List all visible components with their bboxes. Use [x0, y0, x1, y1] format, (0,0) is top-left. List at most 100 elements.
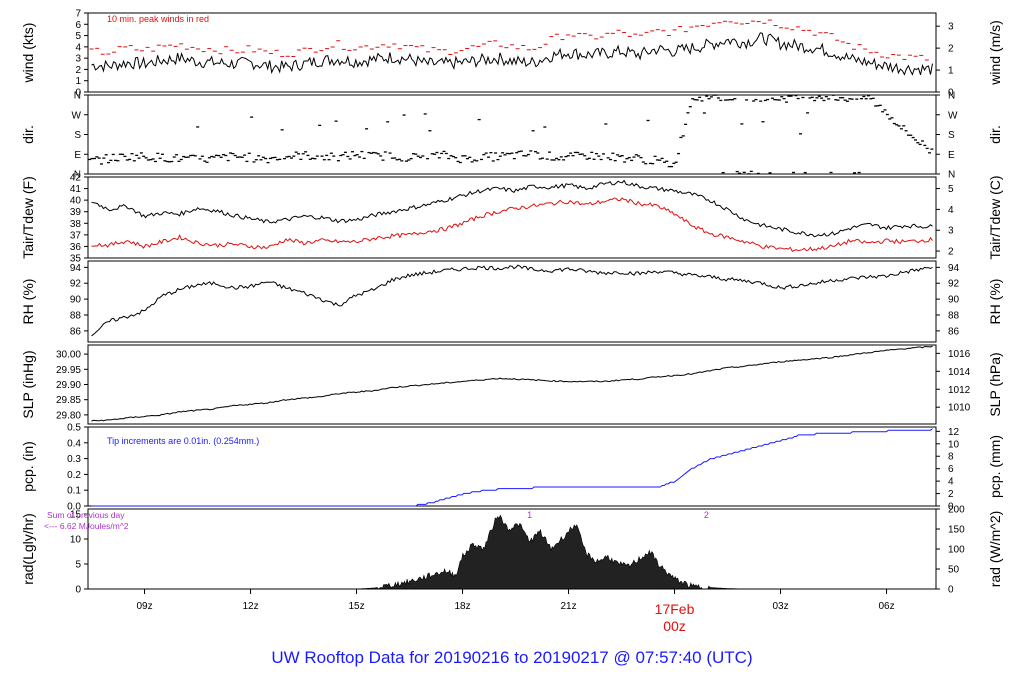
y-axis-title: wind (kts) — [20, 23, 36, 84]
y2-tick-label: 86 — [948, 326, 960, 337]
y-tick-label: 90 — [70, 295, 82, 306]
y-tick-label: 35 — [70, 254, 82, 265]
y2-tick-label: 94 — [948, 263, 960, 274]
y2-tick-label: 92 — [948, 279, 960, 290]
y2-axis-title: rad (W/m^2) — [987, 511, 1003, 588]
x-tick-label: 06z — [878, 601, 894, 612]
y2-tick-label: 2 — [948, 247, 954, 258]
panel-pcp: 0.0 0.1 0.2 0.3 0.4 0.5 0 24 68 1012 pcp. (in) pcp.… — [20, 423, 1003, 513]
y2-tick-label: 0 — [948, 88, 954, 99]
y2-axis-title: SLP (hPa) — [987, 352, 1003, 416]
y2-tick-label: 12 — [948, 427, 960, 438]
y2-axis-title: Tair/Tdew (C) — [987, 175, 1003, 259]
y2-tick-label: 50 — [948, 565, 960, 576]
x-tick-label: 12z — [242, 601, 258, 612]
series-line-pcp — [91, 428, 933, 507]
y2-tick-label: 1010 — [948, 403, 971, 414]
date-marker-day: 17Feb — [655, 601, 695, 617]
rad-annotation-value: <--- 6.62 MJoules/m^2 — [44, 521, 129, 531]
y-tick-label: 0.0 — [67, 502, 81, 513]
panel-frame — [87, 176, 937, 259]
y-tick-label: N — [74, 170, 81, 181]
y2-tick-label: N — [948, 91, 955, 102]
series-line-wind — [91, 32, 933, 76]
y-tick-label: 86 — [70, 326, 82, 337]
y2-tick-label: 1016 — [948, 349, 971, 360]
y-tick-label: 40 — [70, 196, 82, 207]
y-tick-label: 29.85 — [56, 395, 81, 406]
y2-tick-label: 3 — [948, 226, 954, 237]
y-tick-label: 0.5 — [67, 423, 81, 434]
y2-tick-label: 4 — [948, 205, 954, 216]
wind-annotation: 10 min. peak winds in red — [107, 14, 209, 24]
y-tick-label: 30.00 — [56, 350, 81, 361]
y2-tick-label: 90 — [948, 295, 960, 306]
y-tick-label: 5 — [75, 560, 81, 571]
y2-tick-label: 1012 — [948, 385, 971, 396]
y-tick-label: 42 — [70, 173, 82, 184]
y-tick-label: W — [72, 110, 82, 121]
series-line-temperature — [91, 179, 933, 238]
panel-frame — [87, 344, 937, 425]
y-tick-label: 3 — [75, 54, 81, 65]
day-marker-2: 2 — [704, 510, 709, 520]
y2-tick-label: 0 — [948, 585, 954, 596]
y2-tick-label: 10 — [948, 439, 960, 450]
y-axis-title: dir. — [20, 125, 36, 144]
y-tick-label: 92 — [70, 279, 82, 290]
y-tick-label: 0.1 — [67, 486, 81, 497]
y-tick-label: E — [74, 150, 81, 161]
y-tick-label: 0.2 — [67, 470, 81, 481]
y-tick-label: 37 — [70, 230, 82, 241]
footer-title: UW Rooftop Data for 20190216 to 20190217… — [271, 648, 753, 667]
y-axis-title: pcp. (in) — [20, 441, 36, 492]
y-axis-title: Tair/Tdew (F) — [20, 176, 36, 258]
pcp-annotation: Tip increments are 0.01in. (0.254mm.) — [107, 436, 259, 446]
y-tick-label: 15 — [70, 510, 82, 521]
y-axis-title: SLP (inHg) — [20, 350, 36, 418]
y2-tick-label: 0 — [948, 502, 954, 513]
y-tick-label: 36 — [70, 242, 82, 253]
y2-tick-label: N — [948, 170, 955, 181]
y-tick-label: 94 — [70, 263, 82, 274]
y2-tick-label: 6 — [948, 464, 954, 475]
x-tick-label: 09z — [136, 601, 152, 612]
y2-tick-label: E — [948, 150, 955, 161]
y2-tick-label: 100 — [948, 545, 965, 556]
y2-tick-label: 3 — [948, 22, 954, 33]
y-tick-label: 41 — [70, 184, 82, 195]
y-tick-label: 0 — [75, 88, 81, 99]
y-tick-label: 4 — [75, 42, 81, 53]
panel-frame — [87, 260, 937, 343]
y2-tick-label: W — [948, 110, 958, 121]
y-tick-label: 29.90 — [56, 380, 81, 391]
y-tick-label: 10 — [70, 535, 82, 546]
y-axis-title: rad(Lgly/hr) — [20, 513, 36, 585]
series-line-slp — [91, 345, 933, 422]
panel-frame — [87, 94, 937, 175]
y2-tick-label: 200 — [948, 505, 965, 516]
x-tick-label: 03z — [772, 601, 788, 612]
y2-tick-label: 8 — [948, 452, 954, 463]
x-tick-label: 18z — [454, 601, 470, 612]
y-tick-label: 88 — [70, 311, 82, 322]
y-tick-label: S — [74, 130, 81, 141]
y-tick-label: 29.95 — [56, 365, 81, 376]
panel-rh: 86 88 90 92 94 86 88 90 92 94 RH (%) RH (%) — [20, 260, 1003, 343]
y2-axis-title: dir. — [987, 125, 1003, 144]
y-tick-label: 5 — [75, 31, 81, 42]
y-tick-label: 39 — [70, 207, 82, 218]
y2-tick-label: 5 — [948, 184, 954, 195]
y-axis-title: RH (%) — [20, 279, 36, 325]
y2-axis-title: pcp. (mm) — [987, 435, 1003, 498]
y2-tick-label: 2 — [948, 489, 954, 500]
y2-tick-label: 150 — [948, 525, 965, 536]
panel-slp: 29.80 29.85 29.90 29.95 30.00 1010 1012 1014 101… — [20, 344, 1003, 425]
y-tick-label: 7 — [75, 9, 81, 20]
x-tick-label: 21z — [560, 601, 576, 612]
